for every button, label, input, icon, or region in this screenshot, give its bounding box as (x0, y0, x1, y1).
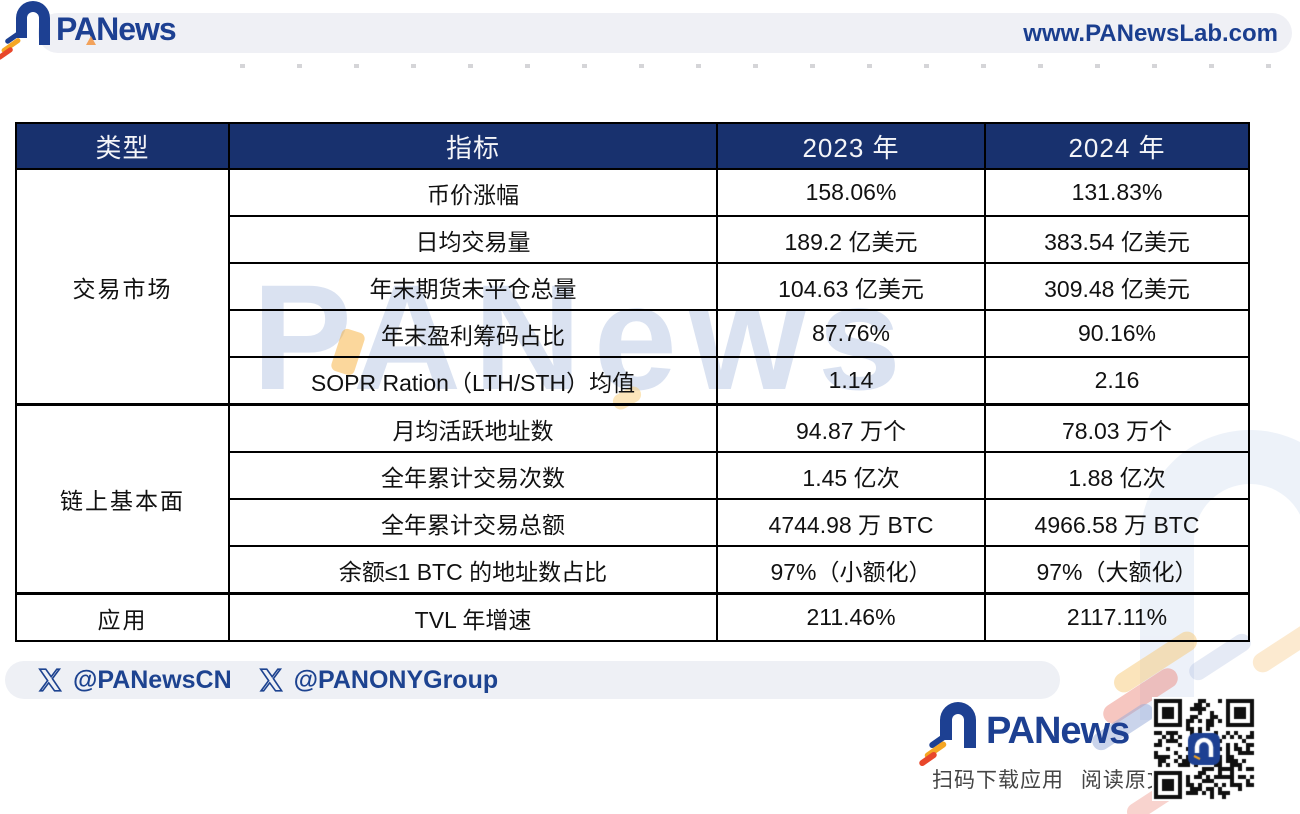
x-icon (258, 667, 284, 693)
value-2024: 78.03 万个 (984, 403, 1250, 453)
brand-wordmark: PANews (56, 11, 177, 48)
cropped-title-remnant (240, 64, 1295, 68)
value-2023: 104.63 亿美元 (716, 262, 986, 311)
col-header-type: 类型 (15, 122, 230, 170)
table-row: 交易市场 币价涨幅 158.06% 131.83% (15, 168, 1250, 406)
twitter-handle-panonygroup[interactable]: @PANONYGroup (258, 666, 498, 695)
value-2023: 1.45 亿次 (716, 451, 986, 500)
qr-code (1152, 697, 1256, 801)
indicator-cell: 余额≤1 BTC 的地址数占比 (228, 545, 718, 595)
value-2024: 309.48 亿美元 (984, 262, 1250, 311)
value-2023: 158.06% (716, 168, 986, 217)
magnet-icon (940, 702, 976, 762)
value-2024: 97%（大额化） (984, 545, 1250, 595)
indicator-cell: SOPR Ration（LTH/STH）均值 (228, 356, 718, 406)
indicator-cell: 日均交易量 (228, 215, 718, 264)
col-header-2023: 2023 年 (716, 122, 986, 170)
col-header-indicator: 指标 (228, 122, 718, 170)
table-row: 余额≤1 BTC 的地址数占比 97%（小额化） 97%（大额化） (16, 545, 1250, 595)
indicator-cell: 年末期货未平仓总量 (228, 262, 718, 311)
twitter-handle-panewscn[interactable]: @PANewsCN (37, 666, 232, 695)
header-band (38, 13, 1292, 53)
value-2024: 4966.58 万 BTC (984, 498, 1250, 547)
table-row: 年末盈利筹码占比 87.76% 90.16% (16, 309, 1250, 358)
indicator-cell: 全年累计交易总额 (228, 498, 718, 547)
indicator-cell: 全年累计交易次数 (228, 451, 718, 500)
indicator-cell: 月均活跃地址数 (228, 403, 718, 453)
type-cell-application: 应用 (15, 592, 230, 642)
wordmark-accent (86, 36, 96, 45)
col-header-2024: 2024 年 (984, 122, 1250, 170)
value-2024: 131.83% (984, 168, 1250, 217)
table-row: 全年累计交易总额 4744.98 万 BTC 4966.58 万 BTC (16, 498, 1250, 547)
value-2023: 189.2 亿美元 (716, 215, 986, 264)
table-row: 年末期货未平仓总量 104.63 亿美元 309.48 亿美元 (16, 262, 1250, 311)
value-2024: 2117.11% (984, 592, 1250, 642)
table-row: 应用 TVL 年增速 211.46% 2117.11% (15, 592, 1250, 642)
handle-text: @PANewsCN (73, 665, 232, 694)
table-row: 全年累计交易次数 1.45 亿次 1.88 亿次 (16, 451, 1250, 500)
indicator-cell: TVL 年增速 (228, 592, 718, 642)
panews-logo: PANews (0, 1, 238, 63)
value-2024: 383.54 亿美元 (984, 215, 1250, 264)
brand-text: PANews (56, 11, 177, 47)
brand-wordmark: PANews (986, 710, 1130, 752)
qr-caption: 扫码下载应用 阅读原文 (932, 769, 1169, 792)
value-2023: 4744.98 万 BTC (716, 498, 986, 547)
value-2024: 1.88 亿次 (984, 451, 1250, 500)
social-band: @PANewsCN @PANONYGroup (5, 661, 1060, 699)
value-2023: 97%（小额化） (716, 545, 986, 595)
table-row: SOPR Ration（LTH/STH）均值 1.14 2.16 (16, 356, 1250, 406)
handle-text: @PANONYGroup (293, 665, 499, 694)
website-link[interactable]: www.PANewsLab.com (1023, 20, 1278, 47)
value-2024: 2.16 (984, 356, 1250, 406)
value-2023: 1.14 (716, 356, 986, 406)
value-2023: 211.46% (716, 592, 986, 642)
table-row: 日均交易量 189.2 亿美元 383.54 亿美元 (16, 215, 1250, 264)
footer-brand: PANews 扫码下载应用 阅读原文 (918, 698, 1168, 798)
indicator-cell: 币价涨幅 (228, 168, 718, 217)
magnet-icon (16, 1, 50, 56)
x-icon (37, 667, 63, 693)
value-2024: 90.16% (984, 309, 1250, 358)
table-row: 链上基本面 月均活跃地址数 94.87 万个 78.03 万个 (15, 403, 1250, 595)
type-cell-onchain: 链上基本面 (15, 403, 230, 595)
indicator-cell: 年末盈利筹码占比 (228, 309, 718, 358)
metrics-table: 类型 指标 2023 年 2024 年 交易市场 币价涨幅 158.06% 13… (15, 122, 1250, 642)
type-cell-trading-market: 交易市场 (15, 168, 230, 406)
table-header-row: 类型 指标 2023 年 2024 年 (15, 122, 1250, 170)
value-2023: 87.76% (716, 309, 986, 358)
value-2023: 94.87 万个 (716, 403, 986, 453)
